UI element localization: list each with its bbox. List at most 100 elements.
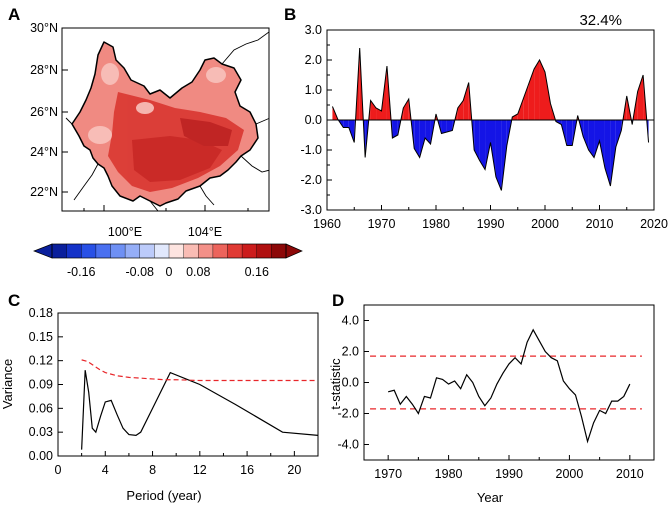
anomaly-area-segment	[501, 120, 507, 191]
anomaly-area-segment	[599, 120, 605, 168]
x-tick-label: 2000	[531, 217, 559, 231]
colorbar-swatch	[256, 244, 272, 258]
anomaly-area-segment	[604, 120, 611, 186]
spectrum-curve	[81, 370, 319, 450]
colorbar-swatch	[198, 244, 214, 258]
anomaly-area-segment	[539, 60, 545, 120]
anomaly-area-segment	[495, 120, 502, 191]
anomaly-area-segment	[474, 120, 480, 161]
anomaly-area-segment	[610, 120, 616, 186]
lon-tick-label: 104°E	[188, 225, 222, 239]
x-tick-label: 20	[287, 463, 301, 477]
anomaly-area-segment	[523, 84, 529, 120]
colorbar-swatch	[242, 244, 258, 258]
colorbar-swatch	[66, 244, 82, 258]
y-tick-label: 0.09	[29, 378, 53, 392]
panel-d-frame	[363, 304, 655, 461]
x-tick-label: 12	[193, 463, 207, 477]
lat-tick-label: 28°N	[30, 63, 58, 77]
x-tick-label: 2010	[616, 467, 644, 481]
panel-d-label: D	[332, 291, 344, 310]
colorbar-swatch	[52, 244, 67, 258]
colorbar-label: -0.08	[126, 265, 155, 279]
y-tick-label: -4.0	[337, 438, 359, 452]
panel-a-map	[65, 31, 269, 211]
y-tick-label: 4.0	[342, 314, 359, 328]
y-tick-label: -2.0	[300, 173, 322, 187]
y-tick-label: 0.15	[29, 330, 53, 344]
anomaly-area-segment	[588, 120, 595, 158]
anomaly-area-segment	[425, 120, 431, 144]
anomaly-area-segment	[370, 100, 377, 120]
colorbar-label: 0.08	[186, 265, 210, 279]
x-tick-label: 1980	[422, 217, 450, 231]
anomaly-area-segment	[512, 114, 518, 120]
colorbar-swatch	[110, 244, 126, 258]
colorbar-high-arrow	[285, 243, 303, 259]
panel-d-chart: 4.0 2.0 0.0 -2.0 -4.0 1970 1980 1990 2000 2010	[337, 304, 655, 481]
colorbar-swatch	[271, 244, 287, 258]
y-tick-label: 3.0	[305, 23, 322, 37]
colorbar-swatch	[212, 244, 228, 258]
anomaly-area-segment	[490, 120, 496, 177]
x-tick-label: 1970	[374, 467, 402, 481]
y-tick-label: 0.06	[29, 401, 53, 415]
anomaly-area-segment	[517, 99, 524, 120]
map-anomaly-patches	[108, 92, 244, 192]
y-tick-label: 0.00	[29, 449, 53, 463]
y-tick-label: 2.0	[342, 345, 359, 359]
lon-tick-label: 100°E	[108, 225, 142, 239]
anomaly-area-segment	[414, 120, 420, 158]
anomaly-area-segment	[348, 120, 355, 143]
colorbar-low-arrow	[33, 243, 53, 259]
anomaly-area-segment	[343, 120, 349, 128]
panel-b-label: B	[284, 5, 296, 24]
y-tick-label: 0.0	[342, 376, 359, 390]
anomaly-area-segment	[583, 120, 589, 150]
y-tick-label: -1.0	[300, 143, 322, 157]
panel-c-xlabel: Period (year)	[126, 488, 201, 503]
colorbar-swatch	[183, 244, 199, 258]
anomaly-area-segment	[594, 120, 600, 158]
panel-c-ylabel: Variance	[0, 359, 15, 409]
anomaly-area-segment	[446, 120, 453, 132]
x-tick-label: 2000	[556, 467, 584, 481]
panel-b-annotation: 32.4%	[579, 12, 622, 29]
anomaly-area-segment	[485, 120, 491, 170]
anomaly-area-segment	[615, 120, 622, 147]
y-tick-label: 2.0	[305, 53, 322, 67]
panel-a-label: A	[8, 5, 20, 24]
colorbar-swatch	[169, 244, 184, 258]
panel-c-frame	[57, 312, 319, 457]
colorbar-label: 0.16	[245, 265, 269, 279]
colorbar-swatch	[154, 244, 170, 258]
lat-tick-label: 22°N	[30, 185, 58, 199]
anomaly-area-segment	[376, 108, 382, 120]
colorbar-swatch	[81, 244, 97, 258]
t-statistic-curve	[388, 328, 631, 444]
colorbar-swatch	[139, 244, 155, 258]
y-tick-label: 0.0	[305, 113, 322, 127]
y-tick-label: -2.0	[337, 407, 359, 421]
panel-d-xlabel: Year	[477, 490, 504, 505]
anomaly-area-segment	[534, 60, 540, 120]
anomaly-area-segment	[392, 120, 398, 138]
anomaly-area-segment	[545, 72, 551, 120]
anomaly-area-segment	[479, 120, 486, 170]
x-tick-label: 2010	[586, 217, 614, 231]
lat-tick-label: 26°N	[30, 105, 58, 119]
anomaly-area-segment	[403, 99, 409, 120]
x-tick-label: 1990	[477, 217, 505, 231]
x-tick-label: 2020	[640, 217, 668, 231]
lat-tick-label: 24°N	[30, 145, 58, 159]
x-tick-label: 16	[240, 463, 254, 477]
anomaly-area-segment	[463, 82, 469, 120]
x-tick-label: 8	[149, 463, 156, 477]
anomaly-area-segment	[419, 120, 426, 158]
y-tick-label: 1.0	[305, 83, 322, 97]
y-tick-label: -3.0	[300, 203, 322, 217]
anomaly-area-segment	[457, 100, 464, 120]
y-tick-label: 0.18	[29, 306, 53, 320]
